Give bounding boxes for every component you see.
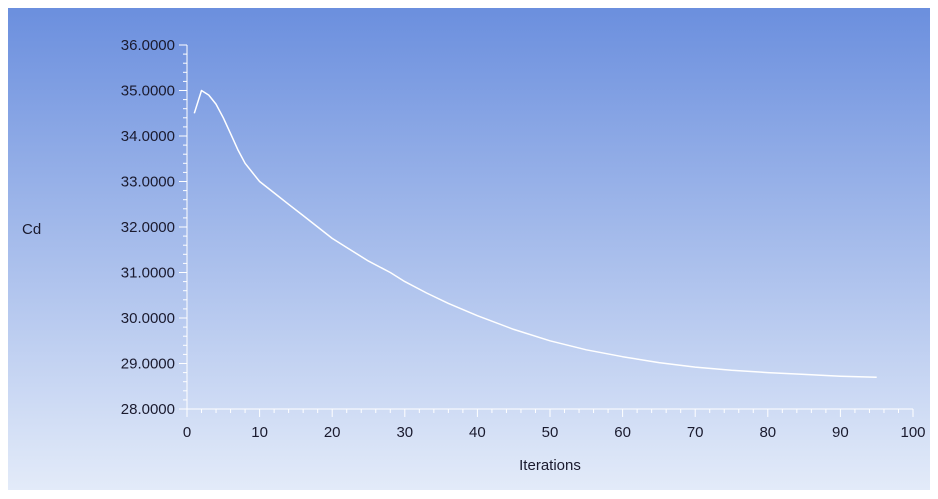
x-tick-label: 90 bbox=[832, 424, 849, 441]
y-tick-label: 31.0000 bbox=[121, 265, 175, 282]
y-tick-label: 35.0000 bbox=[121, 83, 175, 100]
x-axis-label: Iterations bbox=[519, 457, 581, 474]
x-tick-label: 0 bbox=[183, 424, 191, 441]
x-tick-label: 50 bbox=[542, 424, 559, 441]
x-tick-label: 100 bbox=[900, 424, 925, 441]
y-axis-label: Cd bbox=[22, 221, 41, 238]
y-tick-label: 28.0000 bbox=[121, 401, 175, 418]
series-layer bbox=[193, 89, 877, 378]
y-tick-label: 36.0000 bbox=[121, 37, 175, 54]
y-tick-label: 32.0000 bbox=[121, 219, 175, 236]
x-tick-label: 40 bbox=[469, 424, 486, 441]
series-line-cd bbox=[193, 89, 877, 378]
y-tick-label: 34.0000 bbox=[121, 128, 175, 145]
y-tick-label: 29.0000 bbox=[121, 356, 175, 373]
x-tick-label: 60 bbox=[614, 424, 631, 441]
chart-background bbox=[8, 8, 930, 490]
x-tick-label: 80 bbox=[759, 424, 776, 441]
x-tick-label: 10 bbox=[251, 424, 268, 441]
x-axis: 0 10 20 30 40 50 60 70 80 90 100 bbox=[183, 408, 926, 441]
y-axis: 28.0000 29.0000 30.0000 31.0000 32.0000 33.00… bbox=[121, 37, 188, 418]
x-tick-label: 70 bbox=[687, 424, 704, 441]
y-tick-label: 30.0000 bbox=[121, 310, 175, 327]
x-tick-label: 30 bbox=[396, 424, 413, 441]
y-tick-label: 33.0000 bbox=[121, 174, 175, 191]
x-tick-label: 20 bbox=[324, 424, 341, 441]
